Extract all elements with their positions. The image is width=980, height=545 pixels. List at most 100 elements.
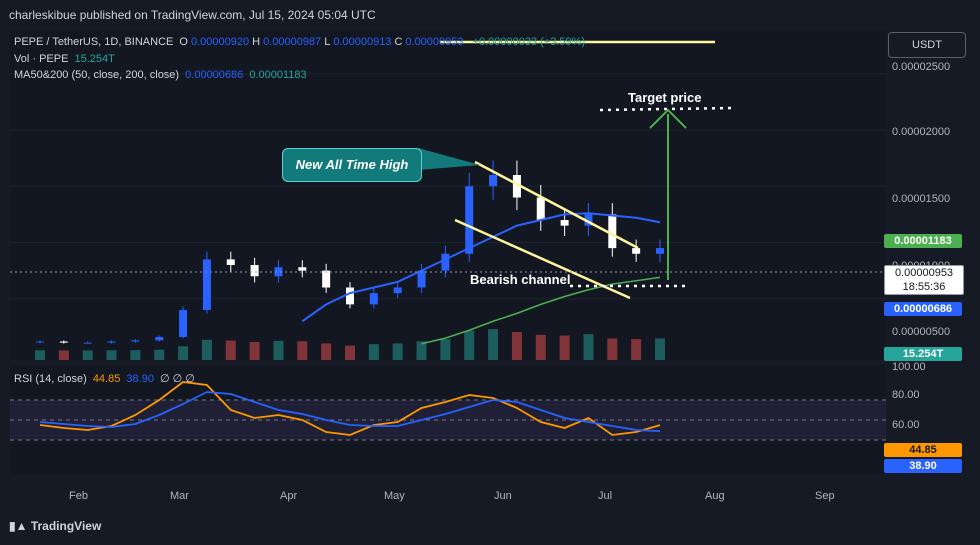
price-tick: 0.00001500 — [892, 193, 951, 205]
rsi-ma-line — [39, 391, 661, 432]
time-tick: Sep — [815, 490, 835, 502]
candle-body — [584, 214, 593, 226]
candle-body — [560, 220, 569, 226]
candle-body — [536, 197, 545, 220]
volume-value: 15.254T — [74, 53, 115, 65]
candle-body — [322, 270, 331, 288]
candle-body — [202, 259, 211, 310]
volume-bar — [559, 335, 570, 360]
symbol-name: PEPE / TetherUS, 1D, BINANCE — [14, 36, 174, 48]
volume-bar — [464, 330, 475, 360]
volume-bar — [35, 350, 45, 360]
tv-logo-icon: ▮▲ — [9, 519, 31, 533]
time-tick: Jun — [494, 490, 512, 502]
price-change: +0.00000033 (+3.59%) — [472, 36, 586, 48]
volume-legend: Vol · PEPE 15.254T — [14, 53, 118, 65]
target-price-label: Target price — [628, 90, 702, 105]
volume-bar — [583, 334, 594, 360]
candle-body — [608, 214, 617, 249]
volume-bar — [297, 341, 308, 360]
ohlc-value: 0.00000913 — [333, 36, 392, 48]
volume-bar — [106, 350, 117, 360]
volume-bar — [201, 339, 212, 360]
rsi-pane[interactable] — [10, 365, 886, 475]
candle-body — [36, 341, 44, 343]
ohlc-key: H — [252, 36, 261, 48]
candle-body — [155, 337, 164, 341]
volume-label: Vol · PEPE — [14, 53, 69, 65]
volume-bar — [607, 338, 618, 360]
countdown-value: 18:55:36 — [902, 281, 946, 293]
last-price-tag: 0.00000953 18:55:36 — [884, 265, 964, 295]
rsi-value: 44.85 — [92, 373, 121, 385]
candle-body — [83, 342, 92, 344]
ma200-line — [421, 276, 661, 345]
candle-body — [59, 341, 68, 343]
candle-body — [632, 248, 641, 254]
ohlc-key: O — [179, 36, 188, 48]
time-tick: Apr — [280, 490, 298, 502]
ma50-tag: 0.00000686 — [884, 302, 962, 316]
ohlc-value: 0.00000987 — [263, 36, 322, 48]
price-tick: 0.00000500 — [892, 326, 951, 338]
volume-bar — [488, 329, 499, 360]
time-tick: May — [384, 490, 405, 502]
candle-body — [465, 186, 474, 254]
volume-bar — [154, 349, 165, 360]
candle-body — [107, 341, 116, 343]
volume-bar — [58, 350, 69, 360]
time-tick: Mar — [170, 490, 189, 502]
rsi-legend: RSI (14, close) 44.85 38.90 ∅ ∅ ∅ — [14, 372, 198, 385]
rsi-tick: 60.00 — [892, 419, 920, 431]
volume-bar — [321, 343, 332, 360]
price-pane[interactable] — [10, 30, 886, 360]
price-tick: 0.00002000 — [892, 126, 951, 138]
publisher-line: charleskibue published on TradingView.co… — [9, 8, 376, 22]
channel-upper-line — [474, 160, 639, 250]
rsi-extra: ∅ ∅ ∅ — [160, 373, 195, 385]
ma200-value: 0.00001183 — [249, 69, 307, 81]
candle-body — [489, 175, 498, 187]
ath-callout: New All Time High — [282, 148, 422, 182]
brand-name: TradingView — [30, 519, 102, 533]
volume-tag: 15.254T — [884, 347, 962, 361]
rsi-ma-tag: 38.90 — [884, 459, 962, 473]
candle-body — [417, 270, 426, 288]
candle-body — [512, 175, 521, 198]
volume-bar — [368, 344, 379, 360]
rsi-ma-value: 38.90 — [126, 373, 154, 385]
ohlc-value: 0.00000953 — [405, 36, 464, 48]
candle-body — [656, 248, 664, 254]
volume-bar — [392, 343, 403, 360]
tradingview-logo[interactable]: ▮▲ TradingView — [9, 519, 101, 533]
volume-bar — [273, 340, 284, 360]
ma-label: MA50&200 (50, close, 200, close) — [14, 69, 180, 81]
price-tick: 0.00002500 — [892, 61, 951, 73]
bearish-channel-label: Bearish channel — [470, 272, 571, 287]
candle-body — [226, 259, 235, 265]
volume-bar — [416, 341, 427, 360]
target-dotted-line — [599, 106, 736, 112]
ohlc-value: 0.00000920 — [190, 36, 250, 48]
time-tick: Feb — [69, 490, 88, 502]
candle-body — [131, 340, 140, 342]
volume-bar — [249, 342, 260, 360]
candle-body — [250, 265, 259, 277]
candle-body — [393, 287, 402, 294]
candle-body — [298, 267, 307, 271]
time-tick: Jul — [598, 490, 613, 502]
candle-body — [369, 293, 378, 305]
ma50-value: 0.00000686 — [185, 69, 244, 81]
rsi-tag: 44.85 — [884, 443, 962, 457]
ma200-tag: 0.00001183 — [884, 234, 962, 248]
currency-button[interactable]: USDT — [888, 32, 966, 58]
candle-body — [441, 253, 450, 271]
ma50-line — [301, 212, 661, 323]
price-chart — [10, 40, 886, 360]
volume-bar — [655, 338, 665, 360]
ma-legend: MA50&200 (50, close, 200, close) 0.00000… — [14, 69, 310, 81]
volume-bar — [345, 345, 355, 360]
publish-bar: charleskibue published on TradingView.co… — [0, 0, 980, 30]
rsi-line — [39, 381, 661, 436]
volume-bar — [82, 350, 93, 360]
